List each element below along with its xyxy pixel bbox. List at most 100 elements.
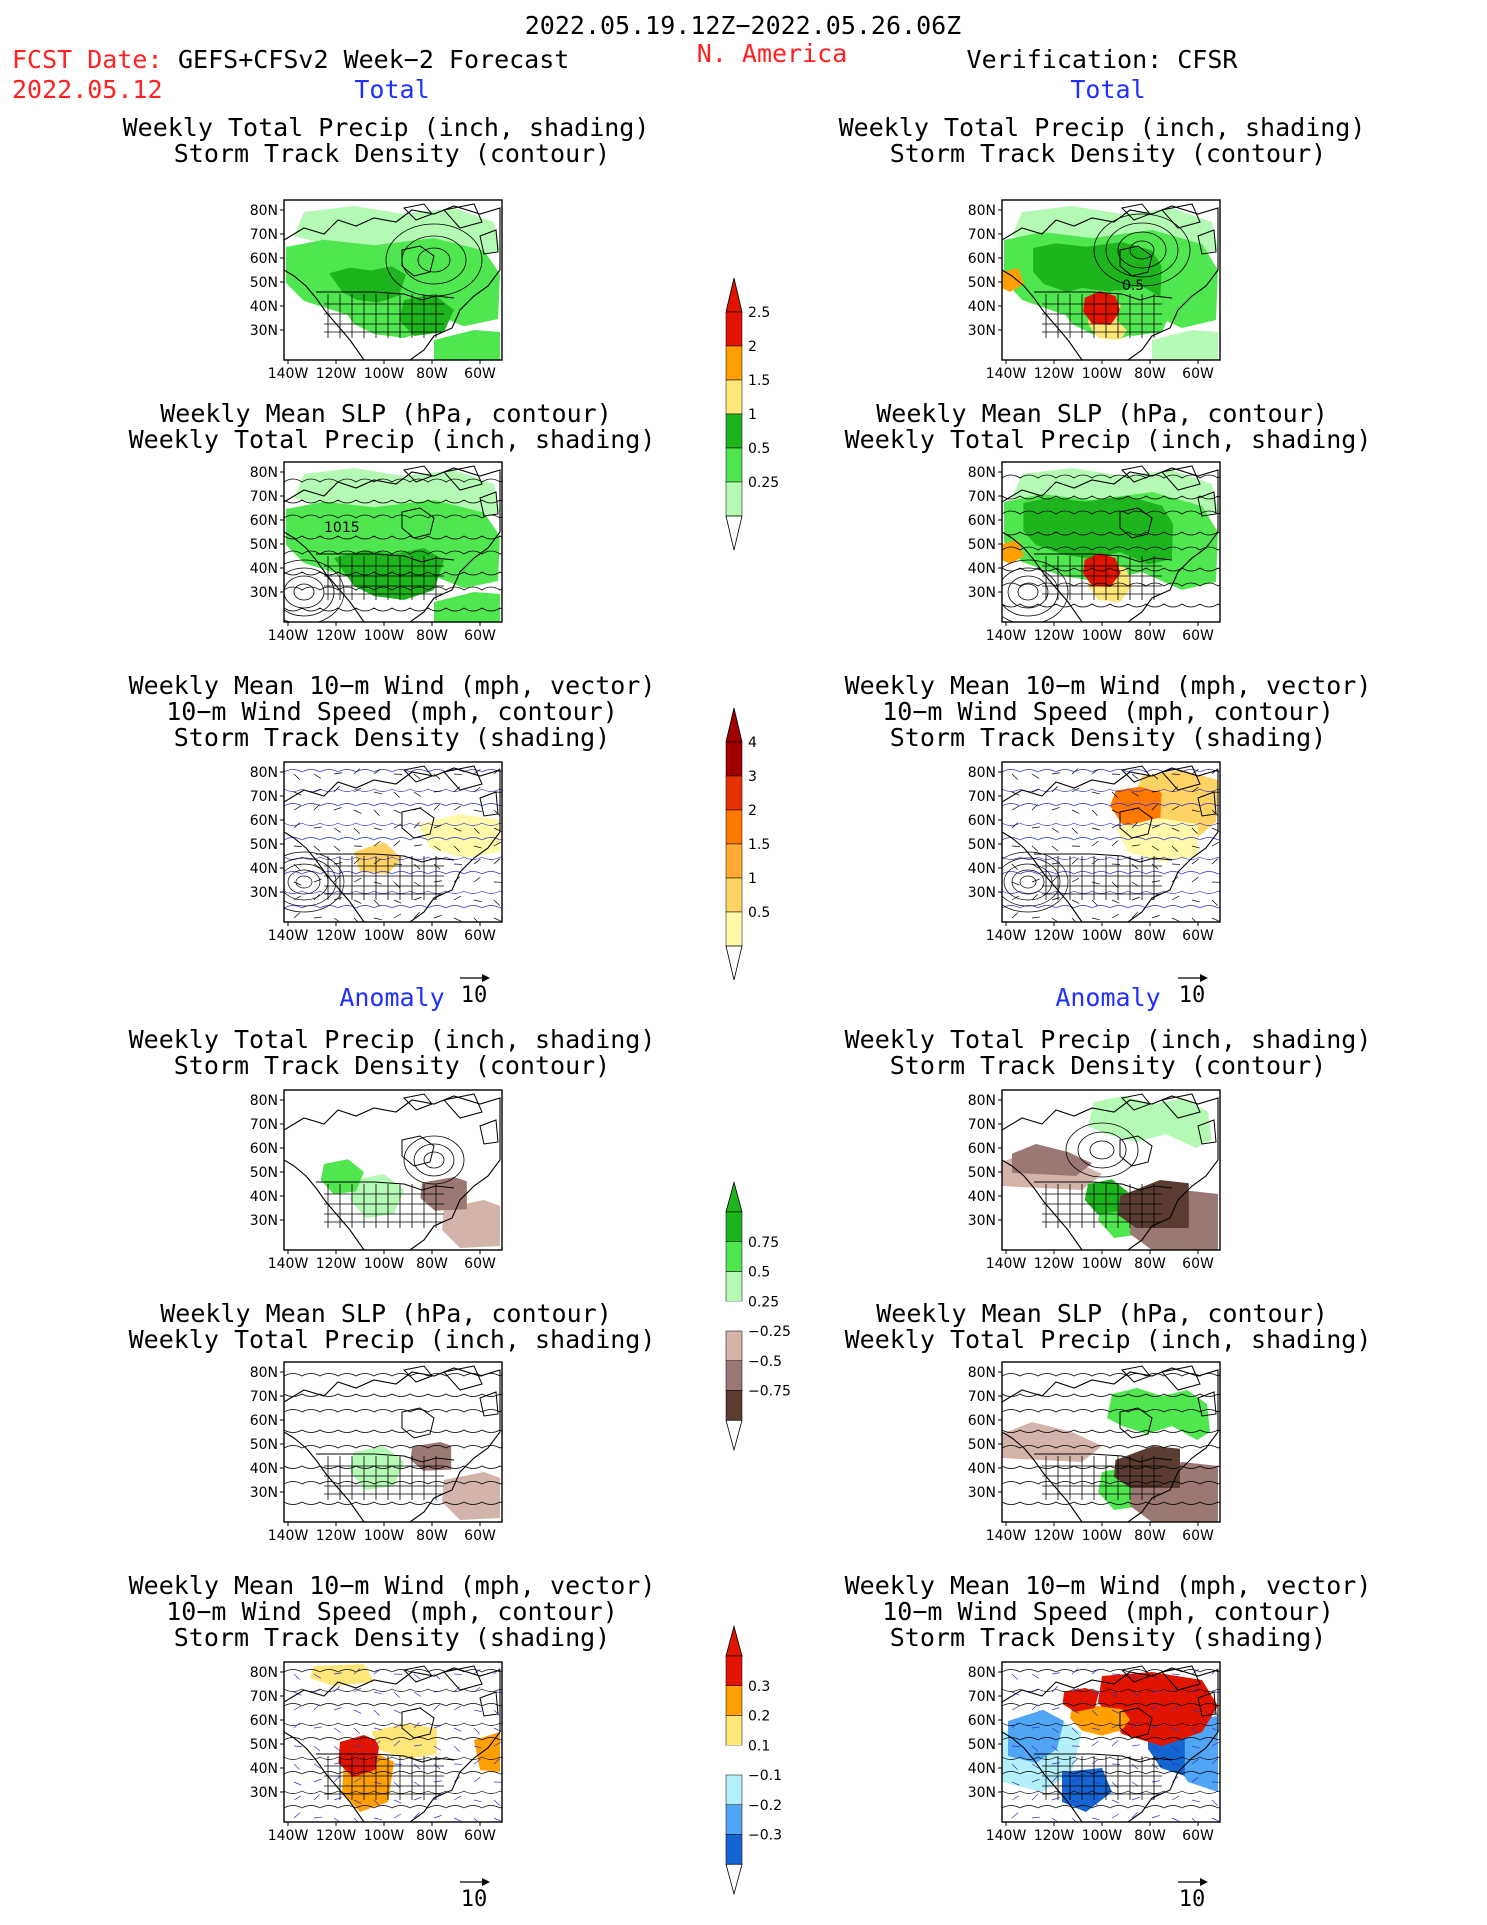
- map-r1-lon-tick: 60W: [1182, 366, 1214, 382]
- region-title: N. America: [696, 39, 848, 68]
- map-r2-lon-tick: 80W: [1134, 628, 1166, 644]
- map-l2-lat-tick: 30N: [250, 585, 278, 601]
- map-l6-lat-tick: 40N: [250, 1761, 278, 1777]
- map-l2-lon-tick: 60W: [464, 628, 496, 644]
- model-name: GEFS+CFSv2 Week−2 Forecast: [178, 45, 570, 74]
- map-r2-lon-tick: 60W: [1182, 628, 1214, 644]
- map-r4-lon-tick: 120W: [1034, 1256, 1075, 1272]
- map-r1-lat-tick: 80N: [968, 203, 996, 219]
- map-l3: 80N 70N 60N 50N 40N 30N 140W 120W 100W 80W 60W: [250, 761, 503, 944]
- map-r3-lat-tick: 80N: [968, 765, 996, 781]
- map-l2: 1015 80N 70N 60N 50N 40N 30N 140W 120W 100W 80W 60W: [250, 461, 503, 644]
- map-r4-lat-tick: 40N: [968, 1189, 996, 1205]
- colorbar-total-precip-label: 1.5: [748, 373, 770, 389]
- map-l1-lat-tick: 80N: [250, 203, 278, 219]
- map-r6-lon-tick: 60W: [1182, 1828, 1214, 1844]
- fcst-date: 2022.05.12: [12, 75, 163, 104]
- title-l4-a: Weekly Total Precip (inch, shading): [128, 1025, 656, 1054]
- map-r5-lon-tick: 120W: [1034, 1528, 1075, 1544]
- map-r6-lon-tick: 100W: [1082, 1828, 1123, 1844]
- colorbar-total-track-label: 1.5: [748, 837, 770, 853]
- map-r5-lat-tick: 80N: [968, 1365, 996, 1381]
- title-r6-a: Weekly Mean 10−m Wind (mph, vector): [844, 1571, 1372, 1600]
- colorbar-anom-precip-segment: [725, 1390, 743, 1421]
- title-r2-a: Weekly Mean SLP (hPa, contour): [876, 399, 1328, 428]
- vector-reference-label: 10: [461, 983, 488, 1008]
- title-r1-a: Weekly Total Precip (inch, shading): [838, 113, 1366, 142]
- title-r3-c: Storm Track Density (shading): [889, 723, 1327, 752]
- map-l4-lat-tick: 80N: [250, 1093, 278, 1109]
- map-l2-lon-tick: 80W: [416, 628, 448, 644]
- map-r6-lon-tick: 120W: [1034, 1828, 1075, 1844]
- title-l3-b: 10−m Wind Speed (mph, contour): [166, 697, 618, 726]
- map-r2-lon-tick: 140W: [986, 628, 1027, 644]
- map-l6-lon-tick: 140W: [268, 1828, 309, 1844]
- map-l5-lon-tick: 120W: [316, 1528, 357, 1544]
- map-r6-lat-tick: 50N: [968, 1737, 996, 1753]
- map-r1-lat-tick: 40N: [968, 299, 996, 315]
- map-r1-lon-tick: 120W: [1034, 366, 1075, 382]
- title-r6-c: Storm Track Density (shading): [889, 1623, 1327, 1652]
- vector-reference-label: 10: [1179, 1887, 1206, 1912]
- map-l4-lon-tick: 80W: [416, 1256, 448, 1272]
- map-l1-lat-tick: 70N: [250, 227, 278, 243]
- title-r5-b: Weekly Total Precip (inch, shading): [844, 1325, 1372, 1354]
- map-l4-lon-tick: 60W: [464, 1256, 496, 1272]
- colorbar-total-track-label: 0.5: [748, 905, 770, 921]
- colorbar-total-track-segment: [725, 877, 743, 913]
- title-l6-b: 10−m Wind Speed (mph, contour): [166, 1597, 618, 1626]
- colorbar-total-track-bottom-arrow: [725, 945, 743, 981]
- map-l2-lat-tick: 40N: [250, 561, 278, 577]
- map-r2-lat-tick: 70N: [968, 489, 996, 505]
- map-r4-lat-tick: 30N: [968, 1213, 996, 1229]
- map-l2-lon-tick: 140W: [268, 628, 309, 644]
- map-l1-lat-tick: 60N: [250, 251, 278, 267]
- colorbar-total-track-label: 3: [748, 769, 757, 785]
- title-l3-c: Storm Track Density (shading): [173, 723, 611, 752]
- map-r3: 80N 70N 60N 50N 40N 30N 140W 120W 100W 80W 60W: [968, 761, 1221, 944]
- colorbar-anom-precip-segment: [726, 1301, 742, 1331]
- section-total-left: Total: [354, 75, 430, 104]
- map-l6-lon-tick: 120W: [316, 1828, 357, 1844]
- title-r3-b: 10−m Wind Speed (mph, contour): [882, 697, 1334, 726]
- title-l4-b: Storm Track Density (contour): [173, 1051, 611, 1080]
- map-l4-lat-tick: 50N: [250, 1165, 278, 1181]
- map-l5-lat-tick: 60N: [250, 1413, 278, 1429]
- colorbar-anom-track-segment: [725, 1685, 743, 1716]
- title-r3-a: Weekly Mean 10−m Wind (mph, vector): [844, 671, 1372, 700]
- map-l1-lat-tick: 50N: [250, 275, 278, 291]
- colorbar-total-precip-segment: [725, 311, 743, 347]
- map-r3-lat-tick: 60N: [968, 813, 996, 829]
- map-l3-lon-tick: 120W: [316, 928, 357, 944]
- map-l6-lat-tick: 50N: [250, 1737, 278, 1753]
- map-l4-lat-tick: 40N: [250, 1189, 278, 1205]
- colorbar-total-track-top-arrow: [725, 707, 743, 743]
- period-title: 2022.05.19.12Z−2022.05.26.06Z: [524, 11, 962, 40]
- map-r1-lon-tick: 100W: [1082, 366, 1123, 382]
- map-r6-lat-tick: 40N: [968, 1761, 996, 1777]
- map-r5-lat-tick: 60N: [968, 1413, 996, 1429]
- map-r6-lon-tick: 80W: [1134, 1828, 1166, 1844]
- map-r6-lat-tick: 60N: [968, 1713, 996, 1729]
- map-r4-lon-tick: 100W: [1082, 1256, 1123, 1272]
- map-l2-lon-tick: 120W: [316, 628, 357, 644]
- map-l2-lon-tick: 100W: [364, 628, 405, 644]
- map-r1-lat-tick: 70N: [968, 227, 996, 243]
- map-r3-lon-tick: 140W: [986, 928, 1027, 944]
- colorbar-total-precip-label: 0.25: [748, 475, 779, 491]
- colorbar-anom-precip-label: 0.75: [748, 1235, 779, 1251]
- map-l1-lat-tick: 30N: [250, 323, 278, 339]
- fcst-date-label: FCST Date:: [12, 45, 163, 74]
- colorbar-anom-track-segment: [726, 1745, 742, 1775]
- map-l5-lon-tick: 80W: [416, 1528, 448, 1544]
- map-l4-lat-tick: 30N: [250, 1213, 278, 1229]
- section-anomaly-left: Anomaly: [339, 983, 445, 1012]
- map-l3-lat-tick: 80N: [250, 765, 278, 781]
- map-r2-lon-tick: 100W: [1082, 628, 1123, 644]
- colorbar-anom-precip-segment: [725, 1241, 743, 1272]
- map-l5-lat-tick: 50N: [250, 1437, 278, 1453]
- map-r1-lat-tick: 60N: [968, 251, 996, 267]
- map-r6-lat-tick: 70N: [968, 1689, 996, 1705]
- map-r3-lat-tick: 40N: [968, 861, 996, 877]
- map-l1-lon-tick: 140W: [268, 366, 309, 382]
